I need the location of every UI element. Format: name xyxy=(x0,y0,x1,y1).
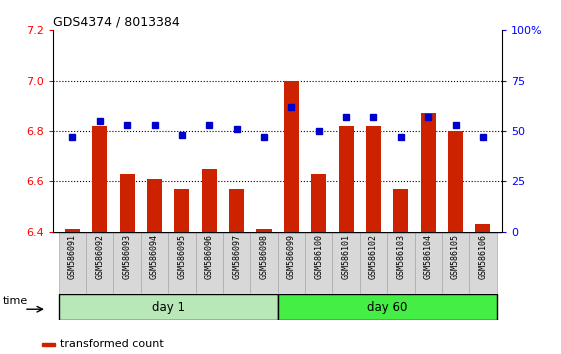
Bar xyxy=(360,232,387,294)
Bar xyxy=(168,232,196,294)
Bar xyxy=(387,232,415,294)
Bar xyxy=(141,232,168,294)
Bar xyxy=(223,232,250,294)
Bar xyxy=(339,126,353,232)
Bar xyxy=(119,174,135,232)
Text: GSM586099: GSM586099 xyxy=(287,234,296,279)
Bar xyxy=(174,189,190,232)
Bar xyxy=(421,113,436,232)
Text: GSM586105: GSM586105 xyxy=(451,234,460,279)
Text: GSM586104: GSM586104 xyxy=(424,234,433,279)
Text: GSM586103: GSM586103 xyxy=(396,234,406,279)
Text: GSM586098: GSM586098 xyxy=(260,234,269,279)
Bar xyxy=(256,229,272,232)
Bar xyxy=(284,80,299,232)
Bar xyxy=(415,232,442,294)
Bar xyxy=(442,232,469,294)
Bar xyxy=(305,232,333,294)
Text: GSM586091: GSM586091 xyxy=(68,234,77,279)
Bar xyxy=(42,343,54,346)
Text: GSM586100: GSM586100 xyxy=(314,234,323,279)
Text: GSM586092: GSM586092 xyxy=(95,234,104,279)
Bar xyxy=(202,169,217,232)
Text: GSM586102: GSM586102 xyxy=(369,234,378,279)
Text: GSM586096: GSM586096 xyxy=(205,234,214,279)
Text: GSM586095: GSM586095 xyxy=(177,234,186,279)
Bar xyxy=(113,232,141,294)
Text: time: time xyxy=(3,296,28,306)
Bar xyxy=(59,232,86,294)
Text: GSM586106: GSM586106 xyxy=(479,234,488,279)
Text: transformed count: transformed count xyxy=(59,339,163,349)
Bar xyxy=(59,294,278,320)
Bar xyxy=(278,232,305,294)
Bar xyxy=(229,189,244,232)
Bar xyxy=(469,232,496,294)
Text: GSM586094: GSM586094 xyxy=(150,234,159,279)
Bar xyxy=(196,232,223,294)
Bar xyxy=(147,179,162,232)
Bar xyxy=(333,232,360,294)
Text: day 60: day 60 xyxy=(367,301,407,314)
Text: GSM586097: GSM586097 xyxy=(232,234,241,279)
Bar xyxy=(393,189,408,232)
Bar xyxy=(250,232,278,294)
Bar xyxy=(65,229,80,232)
Bar xyxy=(93,126,107,232)
Text: GSM586101: GSM586101 xyxy=(342,234,351,279)
Bar xyxy=(278,294,496,320)
Bar xyxy=(311,174,327,232)
Bar xyxy=(475,224,490,232)
Bar xyxy=(86,232,113,294)
Bar xyxy=(366,126,381,232)
Text: day 1: day 1 xyxy=(151,301,185,314)
Text: GDS4374 / 8013384: GDS4374 / 8013384 xyxy=(53,15,180,28)
Text: GSM586093: GSM586093 xyxy=(123,234,132,279)
Bar xyxy=(448,131,463,232)
